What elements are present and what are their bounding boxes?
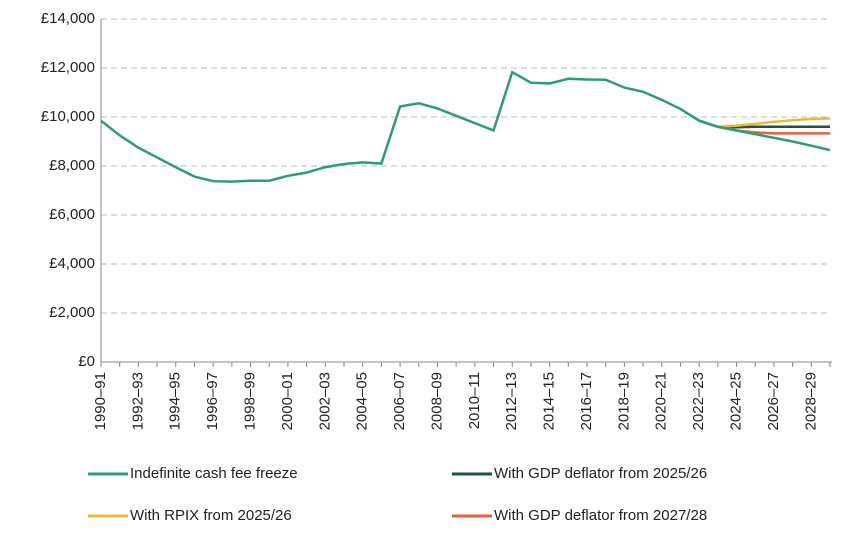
x-tick-label: 2014–15 <box>541 372 558 430</box>
x-tick-label: 1998–99 <box>242 372 259 430</box>
x-tick-label: 1994–95 <box>167 372 184 430</box>
x-tick-label: 2028–29 <box>802 372 819 430</box>
x-tick-label: 2004–05 <box>354 372 371 430</box>
x-tick-label: 2022–23 <box>690 372 707 430</box>
legend-label: With GDP deflator from 2025/26 <box>494 465 707 482</box>
x-tick-label: 2008–09 <box>428 372 445 430</box>
x-tick-label: 1996–97 <box>204 372 221 430</box>
x-tick-label: 1990–91 <box>92 372 109 430</box>
x-tick-label: 2020–21 <box>653 372 670 430</box>
x-tick-label: 2026–27 <box>765 372 782 430</box>
x-tick-label: 1992–93 <box>129 372 146 430</box>
legend-label: With GDP deflator from 2027/28 <box>494 507 707 524</box>
y-tick-label: £8,000 <box>49 157 95 174</box>
x-tick-label: 2018–19 <box>615 372 632 430</box>
y-tick-label: £0 <box>78 353 95 370</box>
y-tick-label: £10,000 <box>41 108 95 125</box>
series-line <box>100 70 831 183</box>
legend-label: With RPIX from 2025/26 <box>130 507 292 524</box>
y-tick-label: £12,000 <box>41 59 95 76</box>
y-tick-label: £2,000 <box>49 304 95 321</box>
legend-label: Indefinite cash fee freeze <box>130 465 298 482</box>
x-tick-label: 2016–17 <box>578 372 595 430</box>
y-tick-label: £4,000 <box>49 255 95 272</box>
x-tick-label: 2012–13 <box>503 372 520 430</box>
x-tick-label: 2000–01 <box>279 372 296 430</box>
x-tick-label: 2024–25 <box>728 372 745 430</box>
x-tick-label: 2002–03 <box>316 372 333 430</box>
y-tick-label: £6,000 <box>49 206 95 223</box>
y-tick-label: £14,000 <box>41 10 95 27</box>
x-tick-label: 2006–07 <box>391 372 408 430</box>
x-tick-label: 2010–11 <box>466 372 483 429</box>
